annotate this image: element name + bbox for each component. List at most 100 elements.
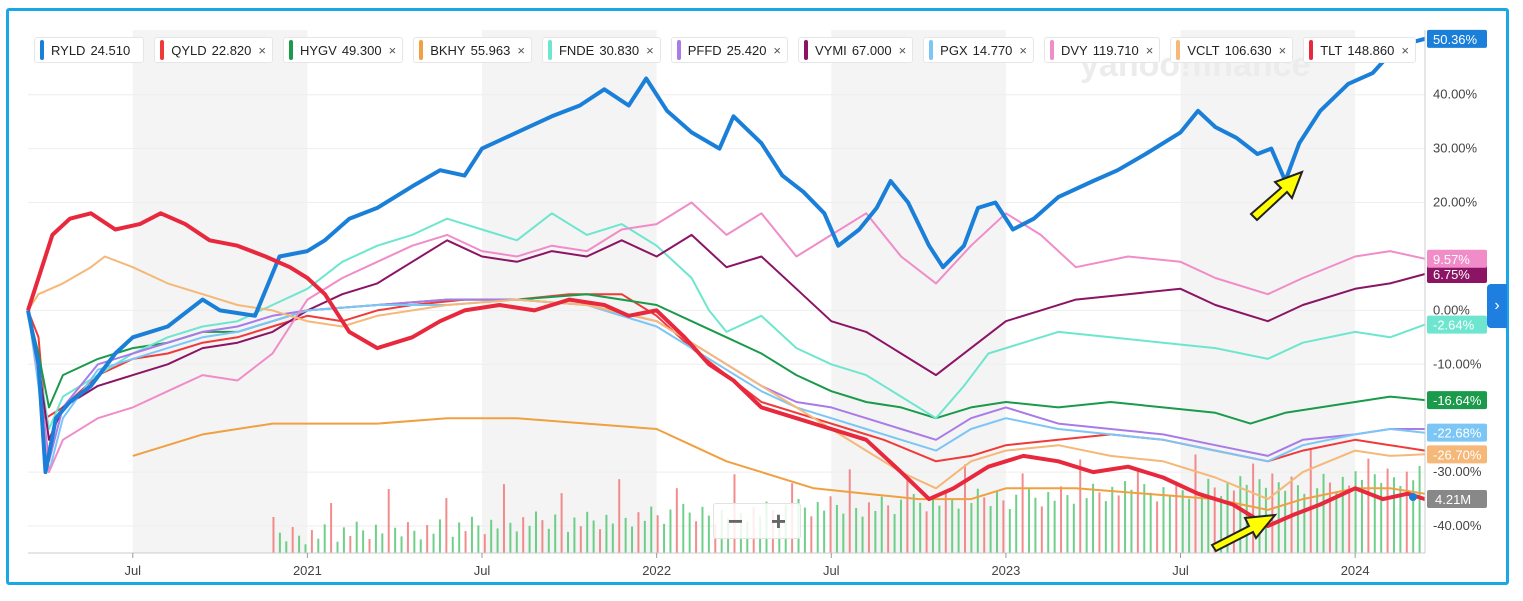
zoom-in-button[interactable]: + <box>770 505 787 536</box>
side-panel-toggle[interactable]: › <box>1487 284 1507 328</box>
volume-bar <box>867 502 870 553</box>
legend-item-bkhy[interactable]: BKHY 55.963 × <box>413 37 532 63</box>
volume-bar <box>1200 493 1203 553</box>
legend-item-fnde[interactable]: FNDE 30.830 × <box>541 37 661 63</box>
remove-series-icon[interactable]: × <box>1401 42 1409 58</box>
legend-swatch <box>40 40 44 60</box>
volume-bar <box>298 535 301 553</box>
volume-badge: 4.21M <box>1409 490 1487 508</box>
legend-item-pffd[interactable]: PFFD 25.420 × <box>670 37 789 63</box>
volume-bar <box>541 520 544 553</box>
shaded-band <box>1180 30 1356 553</box>
legend-swatch <box>1309 40 1314 60</box>
legend-value: 25.420 <box>726 42 767 58</box>
legend-swatch <box>804 40 809 60</box>
legend-swatch <box>419 40 424 60</box>
remove-series-icon[interactable]: × <box>646 42 654 58</box>
last-value-badge-vclt: -26.70% <box>1427 445 1487 464</box>
x-tick-label: Jul <box>124 563 141 578</box>
legend-symbol: RYLD <box>51 42 86 58</box>
legend-item-vclt[interactable]: VCLT 106.630 × <box>1170 37 1294 63</box>
legend-value: 119.710 <box>1092 42 1139 58</box>
volume-bar <box>887 505 890 553</box>
volume-bar <box>1328 482 1331 553</box>
volume-bar <box>310 530 313 553</box>
volume-bar <box>534 511 537 553</box>
volume-badge-label: 4.21M <box>1435 492 1471 507</box>
badge-bg <box>1427 423 1487 442</box>
remove-series-icon[interactable]: × <box>1145 42 1154 58</box>
legend-value: 67.000 <box>851 42 892 58</box>
legend-item-qyld[interactable]: QYLD 22.820 × <box>154 37 273 63</box>
volume-bar <box>1079 459 1082 553</box>
volume-bar <box>1066 495 1069 553</box>
remove-series-icon[interactable]: × <box>517 42 525 58</box>
volume-bar <box>490 519 493 553</box>
last-value-badges: 50.36% -16.64% -2.64% 6.75% -22.68% 9.57% -26.… <box>1409 29 1487 508</box>
series-lines <box>26 36 1426 528</box>
remove-series-icon[interactable]: × <box>773 42 782 58</box>
legend-item-tlt[interactable]: TLT 148.860 × <box>1303 37 1416 63</box>
volume-bar <box>1111 486 1114 553</box>
legend-item-vymi[interactable]: VYMI 67.000 × <box>798 37 914 63</box>
zoom-out-button[interactable]: − <box>727 505 744 536</box>
arrow-annotation-lower <box>1210 513 1278 553</box>
badge-label: 6.75% <box>1433 267 1470 282</box>
volume-bar <box>285 541 288 553</box>
remove-series-icon[interactable]: × <box>1278 42 1287 58</box>
legend-item-dvy[interactable]: DVY 119.710 × <box>1044 37 1161 63</box>
volume-bar <box>996 491 999 553</box>
volume-bar <box>579 526 582 553</box>
legend-swatch <box>1050 40 1054 60</box>
y-tick-label: -10.00% <box>1433 356 1482 371</box>
badge-label: -26.70% <box>1433 447 1482 462</box>
volume-bar <box>1149 492 1152 553</box>
x-tick-label: Jul <box>474 563 491 578</box>
volume-bar <box>650 506 653 553</box>
volume-bar <box>611 523 614 553</box>
legend-symbol: VCLT <box>1187 42 1220 58</box>
legend-item-pgx[interactable]: PGX 14.770 × <box>923 37 1034 63</box>
volume-bar <box>1232 490 1235 553</box>
series-line-ryld <box>26 36 1426 475</box>
volume-bar <box>1098 492 1101 553</box>
volume-bar <box>586 511 589 553</box>
volume-bar <box>1136 468 1139 553</box>
volume-bar <box>1277 482 1280 553</box>
remove-series-icon[interactable]: × <box>898 42 907 58</box>
volume-bar <box>1047 492 1050 553</box>
volume-bar <box>618 479 621 553</box>
badge-label: 50.36% <box>1433 32 1478 47</box>
volume-badge-bg <box>1427 490 1487 508</box>
volume-bar <box>1117 495 1120 553</box>
volume-bar <box>599 529 602 553</box>
volume-bar <box>509 522 512 553</box>
shaded-bands <box>132 30 1356 553</box>
volume-bar <box>643 520 646 553</box>
volume-bar <box>931 497 934 553</box>
volume-bar <box>1156 501 1159 553</box>
volume-bar <box>349 536 352 553</box>
remove-series-icon[interactable]: × <box>388 42 397 58</box>
x-tick-label: 2021 <box>293 563 322 578</box>
remove-series-icon[interactable]: × <box>1019 42 1027 58</box>
volume-bar <box>419 539 422 553</box>
legend-item-hygv[interactable]: HYGV 49.300 × <box>282 37 404 63</box>
volume-bar <box>823 510 826 553</box>
volume-bar <box>1373 474 1376 553</box>
badge-label: -2.64% <box>1433 318 1475 333</box>
volume-bar <box>426 525 429 553</box>
volume-bar <box>1008 509 1011 553</box>
volume-bar <box>663 523 666 553</box>
volume-bar <box>1309 449 1312 553</box>
volume-bar <box>458 522 461 553</box>
volume-bar <box>963 464 966 553</box>
legend-item-ryld[interactable]: RYLD 24.510 <box>34 37 145 63</box>
volume-bar <box>669 509 672 553</box>
remove-series-icon[interactable]: × <box>258 42 266 58</box>
y-tick-label: 0.00% <box>1433 302 1470 317</box>
arrow-annotation-upper <box>1249 170 1304 222</box>
volume-bar <box>573 517 576 553</box>
volume-bar <box>1271 473 1274 553</box>
volume-bar <box>592 520 595 553</box>
